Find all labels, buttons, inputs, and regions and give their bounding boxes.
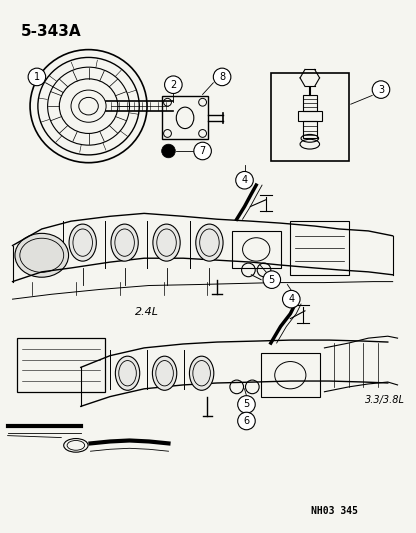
Bar bbox=[290, 221, 349, 275]
Text: 4: 4 bbox=[288, 294, 295, 304]
Text: 2.4L: 2.4L bbox=[135, 307, 159, 317]
Text: 7: 7 bbox=[200, 146, 206, 156]
Circle shape bbox=[213, 68, 231, 86]
Circle shape bbox=[238, 395, 255, 413]
Text: 8: 8 bbox=[219, 72, 225, 82]
Bar bbox=[17, 338, 105, 392]
Bar bbox=[232, 231, 280, 268]
Circle shape bbox=[165, 76, 182, 93]
Text: 4: 4 bbox=[241, 175, 248, 185]
Circle shape bbox=[238, 412, 255, 430]
Text: 6: 6 bbox=[243, 416, 250, 426]
Ellipse shape bbox=[111, 224, 138, 261]
Text: 5: 5 bbox=[269, 274, 275, 285]
Ellipse shape bbox=[196, 224, 223, 261]
Bar bbox=[162, 96, 208, 139]
Circle shape bbox=[162, 144, 175, 158]
Ellipse shape bbox=[115, 356, 140, 390]
Text: 2: 2 bbox=[170, 80, 176, 90]
Text: 5-343A: 5-343A bbox=[20, 25, 81, 39]
Bar bbox=[298, 111, 322, 121]
Ellipse shape bbox=[69, 224, 97, 261]
Circle shape bbox=[282, 290, 300, 308]
Text: NH03 345: NH03 345 bbox=[311, 505, 358, 515]
Ellipse shape bbox=[153, 224, 180, 261]
Text: 3: 3 bbox=[378, 85, 384, 94]
Circle shape bbox=[372, 81, 390, 99]
Ellipse shape bbox=[189, 356, 214, 390]
Circle shape bbox=[263, 271, 280, 288]
Circle shape bbox=[28, 68, 46, 86]
Bar bbox=[261, 353, 319, 397]
Text: 1: 1 bbox=[34, 72, 40, 82]
Ellipse shape bbox=[15, 233, 69, 277]
Bar bbox=[271, 73, 349, 161]
Text: 5: 5 bbox=[243, 399, 250, 409]
Bar bbox=[303, 95, 317, 111]
Text: 3.3/3.8L: 3.3/3.8L bbox=[365, 394, 405, 405]
Ellipse shape bbox=[152, 356, 177, 390]
Circle shape bbox=[194, 142, 211, 160]
Circle shape bbox=[236, 172, 253, 189]
Bar bbox=[303, 121, 317, 139]
